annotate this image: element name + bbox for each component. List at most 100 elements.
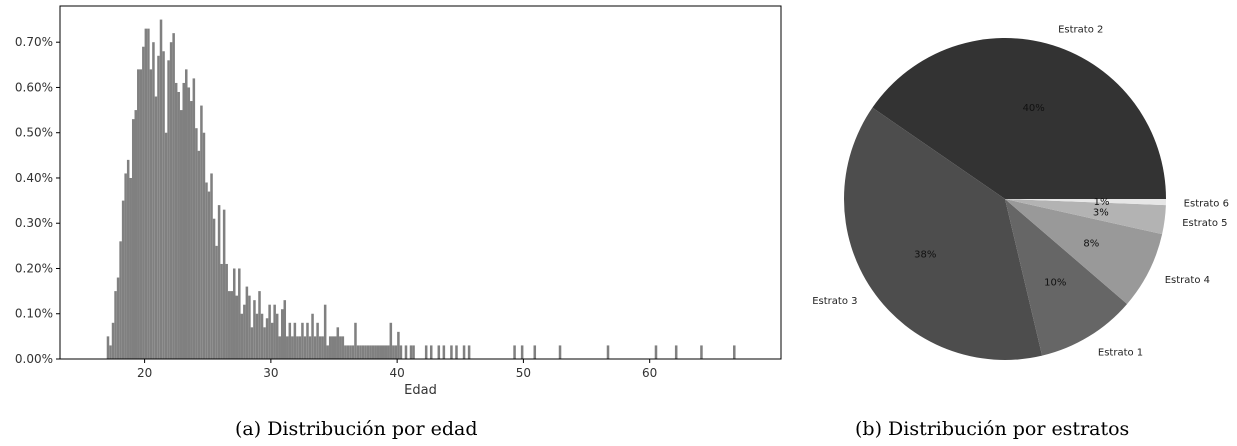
y-tick-label: 0.30% (15, 216, 53, 230)
histogram-bar (134, 110, 138, 359)
histogram-bar (371, 345, 375, 359)
histogram-bar (733, 345, 736, 359)
histogram-bar (412, 345, 415, 359)
histogram-bar (263, 327, 266, 359)
histogram-bar (394, 345, 398, 359)
histogram-bar (316, 322, 319, 359)
histogram-bar (144, 28, 148, 359)
histogram-bar (179, 110, 183, 359)
histogram-bar (167, 60, 170, 360)
histogram-bar (308, 336, 312, 359)
age-histogram: 20 30 40 50 60 0.00% 0.10% 0.20% 0.30% 0.40% 0.50%… (15, 5, 782, 398)
histogram-bar (306, 322, 309, 359)
histogram-bar (318, 336, 322, 359)
histogram-bar (129, 177, 132, 359)
histogram-bar (409, 345, 413, 359)
pie-slice-label: Estrato 4 (1165, 275, 1210, 286)
histogram-bar (159, 19, 163, 359)
histogram-bar (116, 277, 120, 359)
histogram-bar (200, 105, 203, 359)
histogram-bar (232, 268, 236, 359)
pie-slice-label: Estrato 5 (1182, 218, 1227, 229)
histogram-bar (111, 322, 115, 359)
histogram-bar (245, 286, 249, 359)
histogram-bar (293, 322, 297, 359)
histogram-bar (387, 345, 390, 359)
histogram-bar (217, 205, 221, 359)
histogram-bar (149, 69, 153, 359)
histogram-bar (334, 336, 337, 359)
histogram-bar (152, 42, 155, 359)
histogram-bar (359, 345, 362, 359)
histogram-bar (250, 327, 254, 359)
histogram-bar (230, 291, 233, 359)
histogram-bar (273, 304, 276, 359)
histogram-bar (286, 336, 289, 359)
histogram-bar (283, 300, 287, 359)
plot-frame (59, 5, 782, 360)
histogram-bar (106, 336, 110, 359)
histogram-bar (154, 96, 158, 359)
histogram-bar (258, 291, 261, 359)
histogram-bar (197, 150, 201, 359)
pie-slice (1005, 199, 1128, 356)
histogram-bar (321, 336, 324, 359)
histogram-bar (369, 345, 372, 359)
strata-pie-chart: Estrato 2 40% Estrato 3 38% Estrato 1 10% Estr… (812, 24, 1229, 360)
histogram-bar (243, 304, 246, 359)
y-tick-label: 0.40% (15, 171, 53, 185)
histogram-bar (164, 132, 168, 359)
histogram-bar (169, 42, 173, 359)
histogram-bar (404, 345, 408, 359)
histogram-bar (384, 345, 388, 359)
histogram-bar (270, 322, 274, 359)
y-tick-label: 0.50% (15, 126, 53, 140)
histogram-bar (265, 318, 269, 359)
histogram-bar (205, 182, 208, 359)
histogram-bar (195, 128, 198, 359)
pie-percent-label: 10% (1044, 278, 1066, 289)
y-tick-label: 0.20% (15, 261, 53, 275)
histogram-bar (298, 336, 302, 359)
histogram-bar (326, 345, 329, 359)
histogram-bar (344, 345, 347, 359)
histogram-bar (323, 304, 327, 359)
histogram-bar (202, 132, 206, 359)
histogram-bar (207, 191, 211, 359)
histogram-bar (185, 69, 188, 359)
histogram-bar (674, 345, 678, 359)
histogram-bar (278, 336, 281, 359)
histogram-bar (162, 51, 165, 359)
pie-percent-label: 38% (914, 250, 936, 261)
histogram-bar (392, 345, 395, 359)
histogram-bar (192, 78, 196, 360)
histogram-bar (397, 331, 400, 359)
x-tick-label: 20 (137, 366, 152, 380)
histogram-bar (215, 245, 218, 359)
histogram-bar (328, 336, 332, 359)
histogram-bar (238, 268, 241, 359)
histogram-bar (379, 345, 382, 359)
histogram-bar (131, 119, 135, 360)
histogram-bar (450, 345, 453, 359)
histogram-bar (296, 336, 299, 359)
y-tick-label: 0.10% (15, 307, 53, 321)
histogram-bar (119, 241, 122, 359)
y-tick-label: 0.70% (15, 35, 53, 49)
histogram-bar (291, 336, 294, 359)
histogram-bar (381, 345, 385, 359)
histogram-bar (124, 173, 127, 359)
histogram-bar (147, 28, 150, 359)
pie-percent-label: 3% (1093, 207, 1109, 218)
histogram-bar (210, 173, 213, 359)
histogram-bar (288, 322, 292, 359)
pie-slice (844, 107, 1043, 360)
histogram-bar (424, 345, 428, 359)
histogram-bar (339, 336, 342, 359)
histogram-bar (520, 345, 524, 359)
histogram-bar (558, 345, 562, 359)
histogram-bar (109, 345, 112, 359)
histogram-bar (172, 33, 175, 360)
y-tick-label: 0.60% (15, 80, 53, 94)
histogram-bar (187, 87, 191, 359)
